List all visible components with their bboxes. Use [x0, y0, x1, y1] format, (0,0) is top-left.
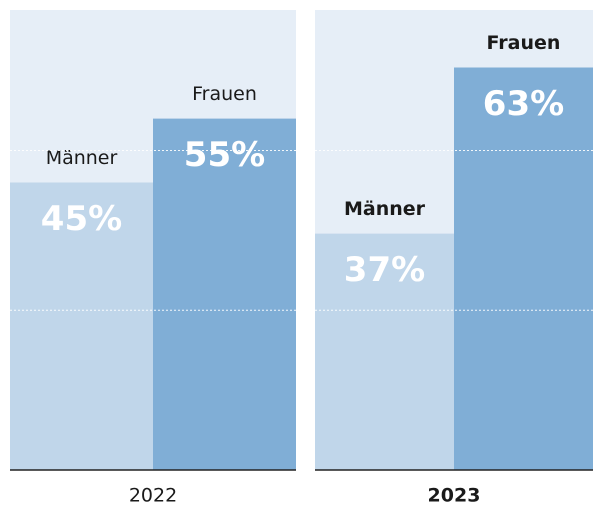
bar [315, 233, 454, 470]
category-label: Frauen [487, 32, 561, 54]
category-label: Frauen [192, 83, 257, 105]
bar [153, 118, 296, 470]
value-label: 63% [483, 84, 564, 124]
year-label: 2023 [428, 485, 481, 507]
year-label: 2022 [129, 485, 177, 507]
value-label: 55% [184, 135, 265, 175]
bar [454, 67, 593, 470]
value-label: 37% [344, 250, 425, 290]
category-label: Männer [46, 147, 118, 169]
category-label: Männer [344, 198, 426, 220]
value-label: 45% [41, 199, 122, 239]
bar [10, 182, 153, 470]
